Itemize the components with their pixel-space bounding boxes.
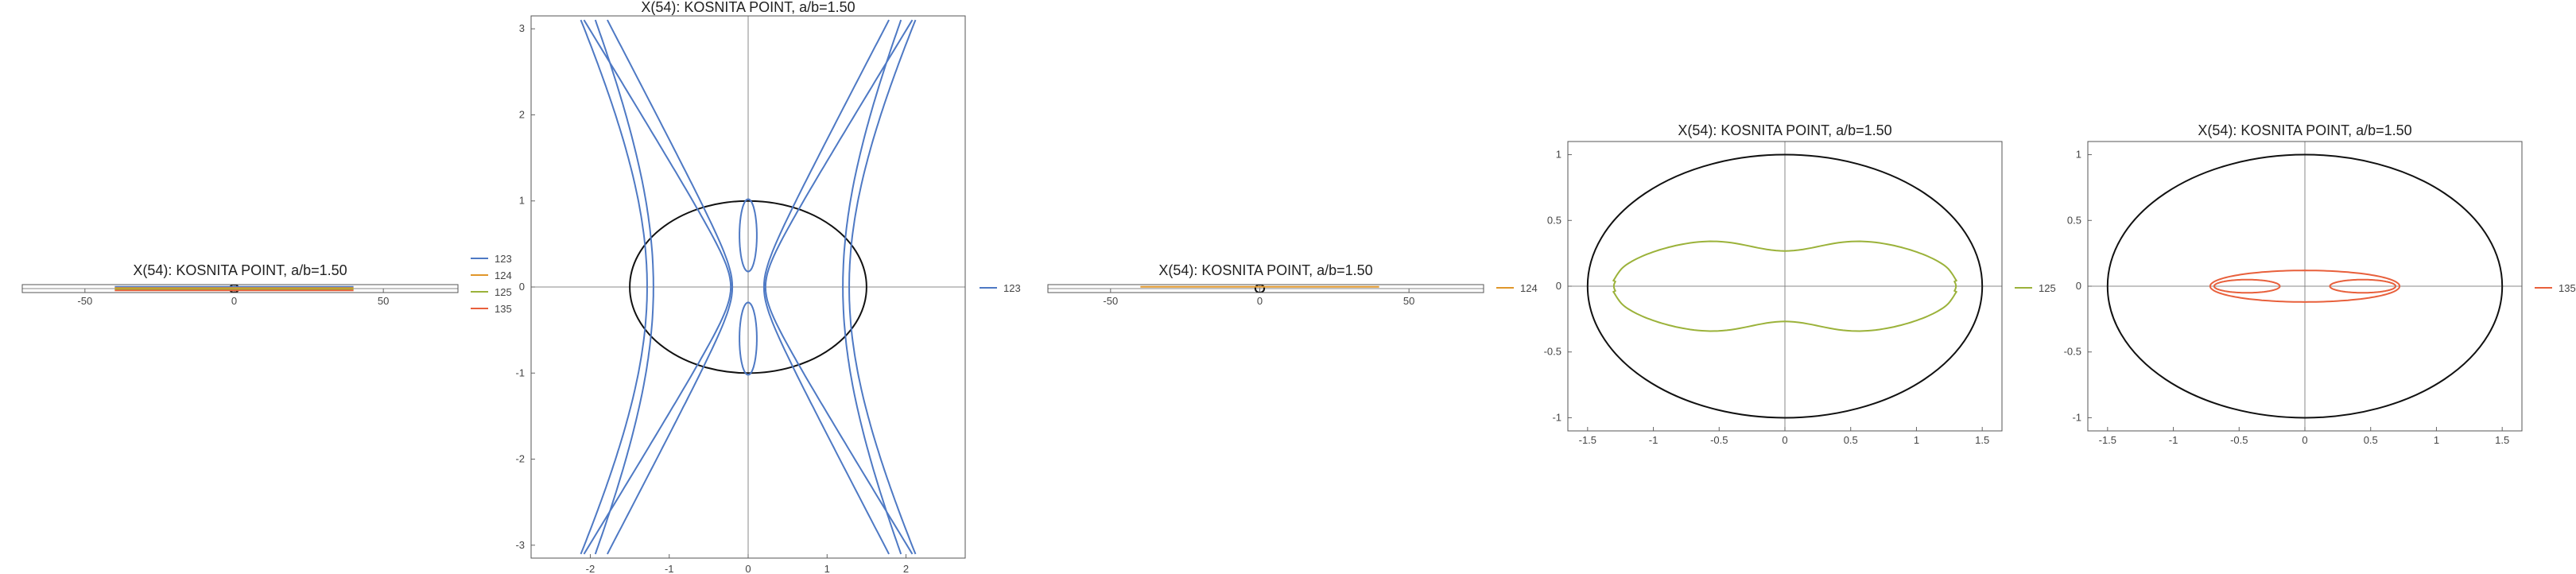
x-tick-label: 0 bbox=[1782, 434, 1787, 446]
chart-title: X(54): KOSNITA POINT, a/b=1.50 bbox=[133, 262, 347, 278]
plot-frame bbox=[21, 284, 459, 293]
x-tick-label: 50 bbox=[1403, 295, 1414, 307]
plot-area bbox=[114, 285, 354, 293]
reference-ellipse bbox=[2106, 153, 2504, 419]
x-tick-label: 50 bbox=[378, 295, 389, 307]
y-tick-label: 1 bbox=[519, 195, 525, 207]
y-tick-label: 1 bbox=[1556, 149, 1562, 161]
y-tick-label: -3 bbox=[515, 539, 525, 551]
plot-frame bbox=[1047, 284, 1484, 293]
legend-label: 135 bbox=[2559, 282, 2576, 294]
y-tick-label: -1 bbox=[515, 367, 525, 378]
legend-label: 123 bbox=[1003, 282, 1021, 294]
chart-5: X(54): KOSNITA POINT, a/b=1.50 -1.5 -1 -0.5… bbox=[2064, 122, 2576, 446]
x-tick-label: 0 bbox=[1257, 295, 1263, 307]
chart-1: X(54): KOSNITA POINT, a/b=1.50 -50 0 50 123 1… bbox=[21, 253, 512, 315]
x-tick-label: -1 bbox=[1649, 434, 1658, 446]
plot-frame bbox=[1567, 141, 2003, 432]
series-123-curve bbox=[607, 19, 734, 555]
plot-area bbox=[2106, 153, 2504, 419]
reference-ellipse bbox=[1254, 285, 1266, 293]
series-135-curve bbox=[2329, 278, 2397, 294]
y-tick-label: -1 bbox=[1552, 411, 1562, 423]
x-tick-label: -0.5 bbox=[1710, 434, 1728, 446]
series-135-curve bbox=[2209, 270, 2401, 303]
series-123-curve bbox=[739, 198, 758, 273]
plot-area bbox=[1586, 153, 1984, 419]
x-tick-label: -50 bbox=[77, 295, 92, 307]
legend-label: 125 bbox=[2039, 282, 2056, 294]
x-tick-label: -1.5 bbox=[2099, 434, 2116, 446]
x-tick-label: 0 bbox=[231, 295, 237, 307]
x-tick-label: 0 bbox=[2302, 434, 2307, 446]
y-tick-label: 0.5 bbox=[2067, 214, 2081, 226]
y-tick-label: 0 bbox=[519, 281, 525, 293]
y-tick-label: -1 bbox=[2072, 411, 2081, 423]
y-tick-label: -0.5 bbox=[2064, 346, 2081, 358]
x-tick-label: -1.5 bbox=[1579, 434, 1596, 446]
y-tick-label: 0.5 bbox=[1547, 214, 1562, 226]
series-125-curve bbox=[1612, 240, 1958, 332]
x-tick-label: 0.5 bbox=[2364, 434, 2378, 446]
series-123-curve bbox=[764, 19, 914, 555]
y-tick-label: 0 bbox=[2076, 280, 2081, 292]
reference-ellipse bbox=[629, 200, 867, 374]
chart-3: X(54): KOSNITA POINT, a/b=1.50 -50 0 50 124 bbox=[1047, 262, 1538, 307]
plot-area bbox=[1140, 285, 1379, 293]
x-tick-label: 1 bbox=[2434, 434, 2439, 446]
y-tick-label: 1 bbox=[2076, 149, 2081, 161]
series-123-curve bbox=[842, 19, 902, 555]
legend-label: 123 bbox=[495, 253, 512, 265]
chart-title: X(54): KOSNITA POINT, a/b=1.50 bbox=[641, 0, 855, 15]
x-tick-label: 0.5 bbox=[1844, 434, 1858, 446]
x-tick-label: -0.5 bbox=[2230, 434, 2248, 446]
legend-label: 135 bbox=[495, 303, 512, 315]
series-123-curve bbox=[848, 19, 917, 555]
series-123-curve bbox=[594, 19, 654, 555]
chart-title: X(54): KOSNITA POINT, a/b=1.50 bbox=[1678, 122, 1891, 138]
x-tick-label: 1.5 bbox=[1975, 434, 1989, 446]
legend-label: 124 bbox=[495, 270, 512, 281]
x-tick-label: 0 bbox=[745, 563, 751, 574]
x-tick-label: 1 bbox=[824, 563, 830, 574]
plot-frame bbox=[2087, 141, 2523, 432]
x-tick-label: -1 bbox=[2169, 434, 2178, 446]
x-tick-label: -2 bbox=[586, 563, 596, 574]
series-123-curve bbox=[762, 19, 890, 555]
y-tick-label: 3 bbox=[519, 22, 525, 34]
y-tick-label: 2 bbox=[519, 108, 525, 120]
chart-4: X(54): KOSNITA POINT, a/b=1.50 -1.5 -1 -0.5… bbox=[1544, 122, 2056, 446]
y-tick-label: 0 bbox=[1556, 280, 1562, 292]
chart-title: X(54): KOSNITA POINT, a/b=1.50 bbox=[1158, 262, 1372, 278]
plot-frame bbox=[530, 15, 966, 559]
y-tick-label: -2 bbox=[515, 453, 525, 465]
x-tick-label: -50 bbox=[1103, 295, 1118, 307]
x-tick-label: 1.5 bbox=[2495, 434, 2509, 446]
series-123-curve bbox=[739, 301, 758, 376]
x-tick-label: 2 bbox=[903, 563, 909, 574]
x-tick-label: -1 bbox=[665, 563, 674, 574]
x-tick-label: 1 bbox=[1914, 434, 1919, 446]
series-123-curve bbox=[580, 19, 648, 555]
y-tick-label: -0.5 bbox=[1544, 346, 1562, 358]
chart-2: X(54): KOSNITA POINT, a/b=1.50 -2 -1 0 1 2 -3 -… bbox=[515, 0, 1020, 574]
legend-label: 125 bbox=[495, 286, 512, 298]
legend-label: 124 bbox=[1520, 282, 1538, 294]
plot-area bbox=[580, 19, 917, 555]
reference-ellipse bbox=[1586, 153, 1984, 419]
series-135-curve bbox=[2213, 278, 2281, 294]
chart-title: X(54): KOSNITA POINT, a/b=1.50 bbox=[2198, 122, 2411, 138]
series-123-curve bbox=[583, 19, 732, 555]
